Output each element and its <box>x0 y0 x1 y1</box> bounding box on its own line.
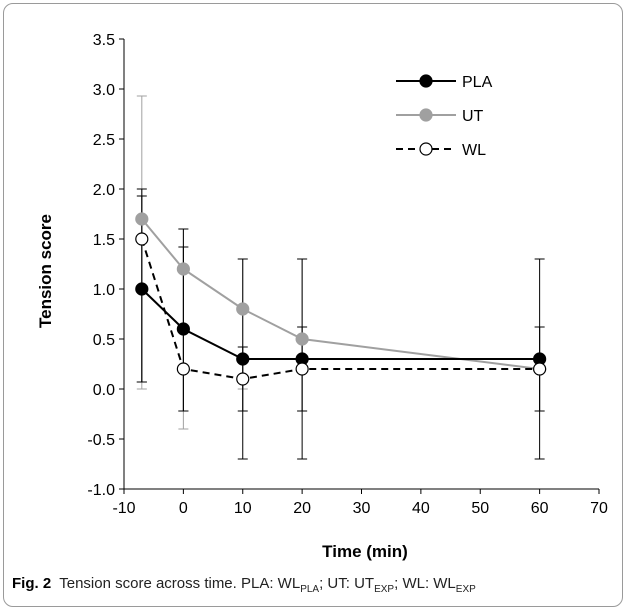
y-tick-label: -0.5 <box>87 432 115 449</box>
x-tick-label: 30 <box>353 500 371 517</box>
data-point-ut <box>135 212 149 226</box>
legend-label-wl: WL <box>462 142 486 159</box>
data-point-wl <box>135 232 149 246</box>
caption-sub-ut: EXP <box>374 584 395 595</box>
axes: -1.0 -0.5 0.0 0.5 1.0 1.5 2.0 2.5 3.0 3.5 -10 0 10 20… <box>87 32 608 517</box>
caption-sub-pla: PLA <box>300 584 320 595</box>
data-point-wl <box>176 362 190 376</box>
x-tick-label: 0 <box>179 500 188 517</box>
x-tick-label: 20 <box>293 500 311 517</box>
data-point-ut <box>295 332 309 346</box>
series-line-ut <box>141 218 540 370</box>
data-point-pla <box>236 352 250 366</box>
legend-label-ut: UT <box>462 108 484 125</box>
y-tick-label: 3.5 <box>93 32 115 49</box>
legend-marker-pla <box>419 74 433 88</box>
y-tick-label: 1.5 <box>93 232 115 249</box>
y-tick-label: 1.0 <box>93 282 115 299</box>
x-tick-label: 70 <box>590 500 608 517</box>
caption-sep-wl: ; WL: WL <box>394 575 456 592</box>
series-markers <box>135 212 547 386</box>
y-tick-label: -1.0 <box>87 482 115 499</box>
data-point-wl <box>295 362 309 376</box>
chart: -1.0 -0.5 0.0 0.5 1.0 1.5 2.0 2.5 3.0 3.5 -10 0 10 20… <box>36 32 608 561</box>
figure-caption: Fig. 2 Tension score across time. PLA: W… <box>12 575 612 595</box>
x-tick-label: 10 <box>234 500 252 517</box>
legend-marker-ut <box>419 108 433 122</box>
data-point-wl <box>236 372 250 386</box>
data-point-wl <box>533 362 547 376</box>
x-tick-label: 60 <box>531 500 549 517</box>
y-axis-label: Tension score <box>36 214 55 328</box>
data-point-pla <box>176 322 190 336</box>
x-tick-label: 40 <box>412 500 430 517</box>
figure-frame <box>3 3 623 607</box>
y-tick-label: 0.0 <box>93 382 115 399</box>
x-tick-label: 50 <box>471 500 489 517</box>
series-line-pla <box>141 288 540 360</box>
y-tick-label: 0.5 <box>93 332 115 349</box>
y-tick-label: 3.0 <box>93 82 115 99</box>
y-tick-label: 2.0 <box>93 182 115 199</box>
legend: PLA UT WL <box>396 74 493 159</box>
caption-sep-ut: ; UT: UT <box>319 575 375 592</box>
figure-label: Fig. 2 <box>12 575 52 592</box>
y-tick-label: 2.5 <box>93 132 115 149</box>
caption-sub-wl: EXP <box>455 584 476 595</box>
series-lines <box>140 218 540 381</box>
x-tick-label: -10 <box>112 500 135 517</box>
legend-label-pla: PLA <box>462 74 493 91</box>
legend-marker-wl <box>419 142 433 156</box>
x-axis-label: Time (min) <box>322 542 408 561</box>
data-point-ut <box>176 262 190 276</box>
data-point-ut <box>236 302 250 316</box>
caption-text: Tension score across time. PLA: WL <box>59 575 301 592</box>
data-point-pla <box>135 282 149 296</box>
